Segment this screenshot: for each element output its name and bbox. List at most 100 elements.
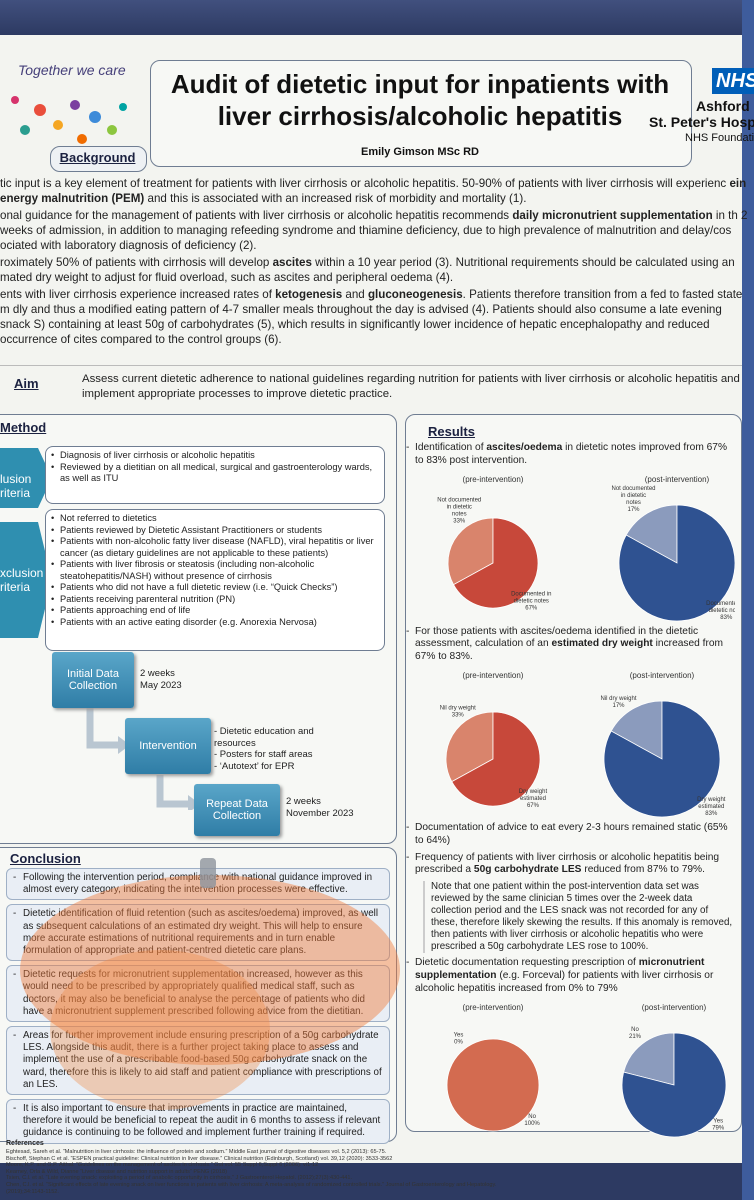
pie-value-label: 67% [525,605,538,611]
text: Frequency of patients with liver cirrhos… [415,851,720,876]
text: in dietetic notes improved from 67% to 8… [415,442,728,466]
logo-text: Together we care [18,62,126,78]
text: Dietetic documentation requesting prescr… [415,957,639,969]
bold-text: daily micronutrient supplementation [512,209,713,222]
step-detail: 2 weeks [140,668,175,679]
list-item: Patients approaching end of life [50,605,380,617]
text: onal guidance for the management of pati… [0,209,513,222]
pie-slice [603,700,721,818]
step-details: 2 weeks November 2023 [286,796,354,819]
title-box [150,60,692,167]
step-detail: - Posters for staff areas [214,749,313,760]
pie-slice [447,517,494,585]
text: Documentation of advice to eat every 2-3… [415,821,728,846]
aim-text: Assess current dietetic adherence to nat… [82,373,740,400]
flow-step: Repeat Data Collection [194,784,280,836]
aim-rule [0,365,742,366]
pie-value-label: 33% [452,713,465,719]
label-line: riteria [0,486,31,500]
list-item: Reviewed by a dietitian on all medical, … [50,462,380,485]
results-heading: Results [428,424,475,439]
results-body: Identification of ascites/oedema in diet… [405,438,735,1138]
pie-slice [618,504,735,621]
label-line: lusion [0,472,32,486]
pie-row: (pre-intervention) Not documented in diete… [437,475,735,621]
logo: Together we care [11,62,127,144]
pie-slice [446,1038,540,1131]
pie-label: Yes [454,1032,464,1038]
pie-slice [451,711,541,807]
pie-value-label: 17% [612,703,625,709]
list-item: Patients receiving parenteral nutrition … [50,594,380,606]
list-item: Patients with liver fibrosis or steatosi… [50,559,380,582]
pie-caption: (pre-intervention) [463,475,524,484]
step-details: 2 weeks May 2023 [140,668,182,691]
step-detail: November 2023 [286,807,354,819]
references-heading: References [6,1140,44,1147]
list-item: Tsien, C.l. et al. “Late evening snack: … [6,1175,353,1182]
paragraph: ents with liver cirrhosis experience inc… [0,287,754,347]
result-item: For those patients with ascites/oedema i… [405,626,735,664]
result-item: Frequency of patients with liver cirrhos… [405,852,735,878]
bold-text: ein energy malnutrition (PEM) [0,177,747,205]
background-heading: Background [59,150,136,165]
step-detail: May 2023 [140,679,182,691]
list-item: Diagnosis of liver cirrhosis or alcoholi… [50,450,380,462]
text: and [342,288,368,301]
pie-value-label: 100% [524,1121,540,1127]
paragraph: onal guidance for the management of pati… [0,208,754,253]
text: . Patients therefore transition from a f… [0,288,743,346]
paragraph: roximately 50% of patients with cirrhosi… [0,255,754,285]
references-list: Eghtesad, Sareh et al. “Malnutrition in … [6,1149,536,1195]
text: (e.g. Forceval) for patients with liver … [415,969,714,994]
method-heading: Method [0,420,47,435]
exclusion-list: Not referred to dieteticsPatients review… [45,509,385,651]
glare [20,858,400,1110]
text: within a 10 year period (3). Nutritional… [0,256,735,284]
flow-step: Intervention [125,718,211,774]
conclusion-heading: Conclusion [10,851,81,866]
bold-text: 50g carbohydrate LES [473,864,582,876]
list-item: Patients with non-alcoholic fatty liver … [50,536,380,559]
bold-text: ascites/oedema [486,442,563,453]
pie-slice [623,1032,675,1086]
pie-value-label: 17% [627,506,640,512]
board-top [0,0,754,35]
text: roximately 50% of patients with cirrhosi… [0,256,273,269]
conclusion-list: Following the intervention period, compl… [6,864,390,1148]
criteria-arrows [0,448,52,638]
pie-label: Not documented in dietetic notes [437,497,481,517]
pie-value-label: 21% [629,1034,642,1040]
text: For those patients with ascites/oedema i… [415,625,699,650]
pie-slice [445,711,494,783]
pie-caption: (pre-intervention) [463,671,524,680]
bold-text: estimated dry weight [551,638,653,650]
list-item: Chen, C.l. et al. “Significant effects o… [6,1181,497,1195]
pie-slice [625,504,678,564]
text: Identification of [415,442,487,453]
pie-value-label: 67% [527,803,540,809]
pie-value-label: 79% [712,1125,725,1131]
background-text: tic input is a key element of treatment … [0,176,754,349]
pie-label: No [528,1114,536,1120]
pie-row: (pre-intervention)Yes0%No100%(post-inter… [446,1003,727,1137]
list-item: Moore, K.P. and G.P. Aithal. “Guidelines… [6,1162,319,1169]
pie-value-label: 33% [453,518,466,524]
text: ents with liver cirrhosis experience inc… [0,288,276,301]
list-item: Patients who did not have a full dieteti… [50,582,380,594]
list-item: Kearney, Orla & Wild, Dianne “Liver dise… [6,1168,227,1175]
pie-slice [610,700,663,760]
inclusion-list: Diagnosis of liver cirrhosis or alcoholi… [45,446,385,504]
inclusion-label: lusion riteria [0,472,31,500]
bold-text: gluconeogenesis [367,288,463,301]
bold-text: ketogenesis [275,288,343,301]
list-item: Areas for further improvement include en… [6,1026,390,1096]
paragraph: tic input is a key element of treatment … [0,176,754,206]
list-item: It is also important to ensure that impr… [6,1099,390,1144]
text: in th 2 weeks of admission, in addition … [0,209,748,252]
result-item: Dietetic documentation requesting prescr… [405,957,735,995]
board-right [742,0,754,1200]
